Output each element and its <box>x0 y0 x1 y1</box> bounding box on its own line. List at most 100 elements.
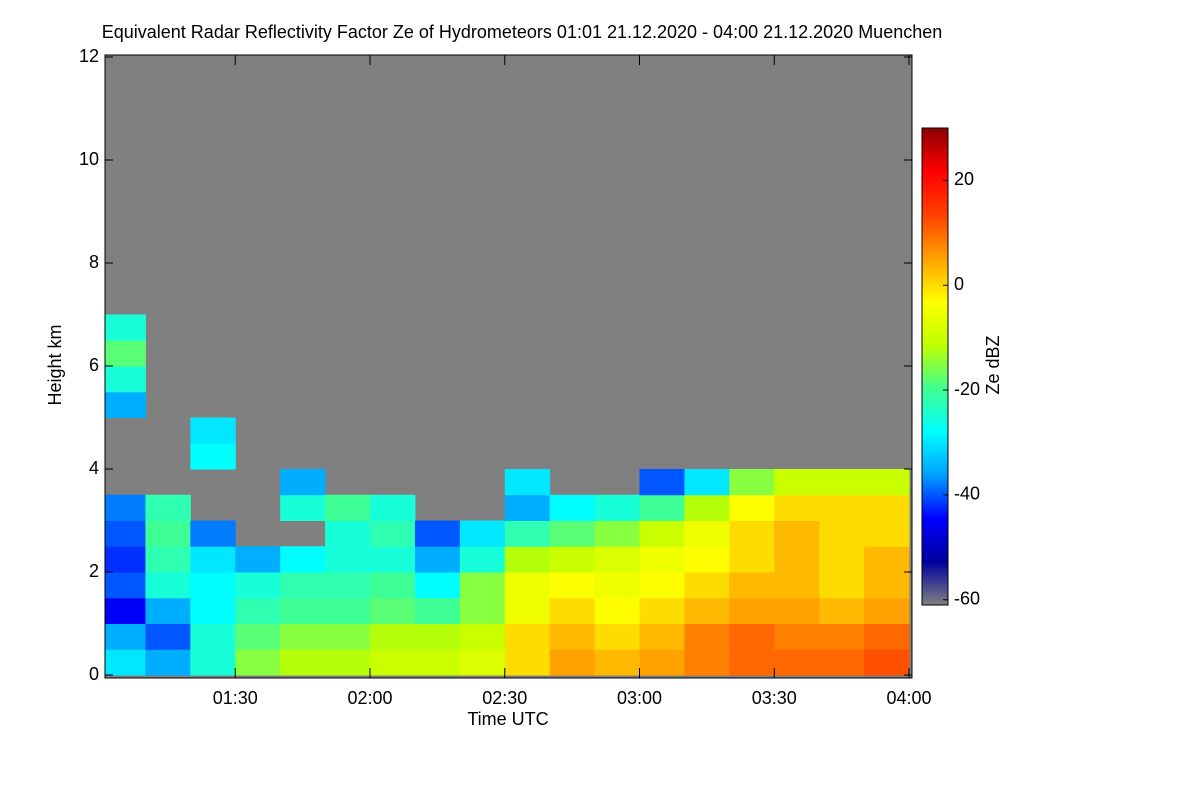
heatmap-cell <box>684 546 730 573</box>
heatmap-cell <box>370 520 416 547</box>
heatmap-cell <box>370 597 416 624</box>
heatmap-cell <box>819 494 865 521</box>
heatmap-cell <box>459 520 506 547</box>
heatmap-cell <box>684 494 730 521</box>
heatmap-cell <box>190 546 236 573</box>
heatmap-cell <box>594 572 641 599</box>
x-axis-label: Time UTC <box>467 709 548 729</box>
heatmap-cell <box>370 546 416 573</box>
heatmap-cell <box>549 623 596 650</box>
heatmap-cell <box>325 546 371 573</box>
heatmap-cell <box>684 469 730 496</box>
heatmap-cell <box>594 623 641 650</box>
heatmap-cell <box>145 546 191 573</box>
heatmap-cell <box>145 597 191 624</box>
heatmap-cell <box>684 597 730 624</box>
colorbar-tick-label: 20 <box>954 169 974 189</box>
heatmap-cell <box>864 494 910 521</box>
y-axis-label: Height km <box>45 324 65 405</box>
heatmap-cell <box>774 494 820 521</box>
heatmap-cell <box>370 572 416 599</box>
colorbar-tick-label: 0 <box>954 274 964 294</box>
heatmap-cell <box>235 649 281 676</box>
heatmap-cell <box>639 623 685 650</box>
x-tick-label: 03:30 <box>752 688 797 708</box>
y-tick-label: 2 <box>89 561 99 581</box>
heatmap-cell <box>414 572 461 599</box>
heatmap-cell <box>459 623 506 650</box>
heatmap-cell <box>190 572 236 599</box>
heatmap-cell <box>819 623 865 650</box>
heatmap-cell <box>864 469 910 496</box>
heatmap-cell <box>105 366 146 393</box>
heatmap-cell <box>504 494 551 521</box>
heatmap-cell <box>370 623 416 650</box>
heatmap-cell <box>684 572 730 599</box>
heatmap-cell <box>280 572 326 599</box>
heatmap-cell <box>145 649 191 676</box>
heatmap-cell <box>594 494 641 521</box>
heatmap-cell <box>549 572 596 599</box>
heatmap-cell <box>549 494 596 521</box>
heatmap-cell <box>414 623 461 650</box>
heatmap-cell <box>370 649 416 676</box>
heatmap-cell <box>774 546 820 573</box>
heatmap-cell <box>594 520 641 547</box>
heatmap-cell <box>864 597 910 624</box>
heatmap-cell <box>105 391 146 418</box>
heatmap-cell <box>594 649 641 676</box>
heatmap-cell <box>729 469 775 496</box>
heatmap-cell <box>729 520 775 547</box>
heatmap-cell <box>105 494 146 521</box>
heatmap-cell <box>105 623 146 650</box>
heatmap-cell <box>235 623 281 650</box>
heatmap-cell <box>864 623 910 650</box>
x-tick-label: 01:30 <box>213 688 258 708</box>
heatmap-cell <box>864 520 910 547</box>
heatmap-cell <box>414 597 461 624</box>
heatmap-cell <box>549 546 596 573</box>
heatmap-cell <box>504 546 551 573</box>
heatmap-cell <box>325 623 371 650</box>
heatmap-cell <box>459 572 506 599</box>
heatmap-cell <box>325 520 371 547</box>
heatmap-cell <box>639 494 685 521</box>
heatmap-cell <box>774 597 820 624</box>
heatmap-cell <box>639 520 685 547</box>
y-tick-label: 8 <box>89 252 99 272</box>
heatmap-cell <box>774 469 820 496</box>
heatmap-cell <box>235 572 281 599</box>
heatmap-cell <box>594 597 641 624</box>
heatmap-cell <box>774 572 820 599</box>
heatmap-cell <box>414 649 461 676</box>
heatmap-cell <box>864 649 910 676</box>
heatmap-cell <box>774 520 820 547</box>
heatmap-cell <box>190 623 236 650</box>
heatmap-cell <box>504 572 551 599</box>
heatmap-cell <box>105 340 146 367</box>
heatmap-cell <box>684 623 730 650</box>
heatmap-cell <box>819 546 865 573</box>
heatmap-cell <box>684 520 730 547</box>
colorbar-label: Ze dBZ <box>983 335 1003 394</box>
x-tick-label: 02:30 <box>482 688 527 708</box>
heatmap-cell <box>325 572 371 599</box>
heatmap-cell <box>105 649 146 676</box>
heatmap-cell <box>325 649 371 676</box>
heatmap-cell <box>864 572 910 599</box>
heatmap-cell <box>190 520 236 547</box>
heatmap-cell <box>684 649 730 676</box>
heatmap-cell <box>639 649 685 676</box>
colorbar-tick-label: -40 <box>954 484 980 504</box>
heatmap-cell <box>729 494 775 521</box>
x-tick-label: 03:00 <box>617 688 662 708</box>
heatmap-cell <box>235 546 281 573</box>
heatmap-cell <box>105 546 146 573</box>
heatmap-cell <box>325 494 371 521</box>
heatmap-cell <box>145 520 191 547</box>
heatmap-cell <box>639 546 685 573</box>
y-tick-label: 4 <box>89 458 99 478</box>
heatmap-cell <box>504 623 551 650</box>
heatmap-cell <box>190 417 236 444</box>
heatmap-cell <box>594 546 641 573</box>
